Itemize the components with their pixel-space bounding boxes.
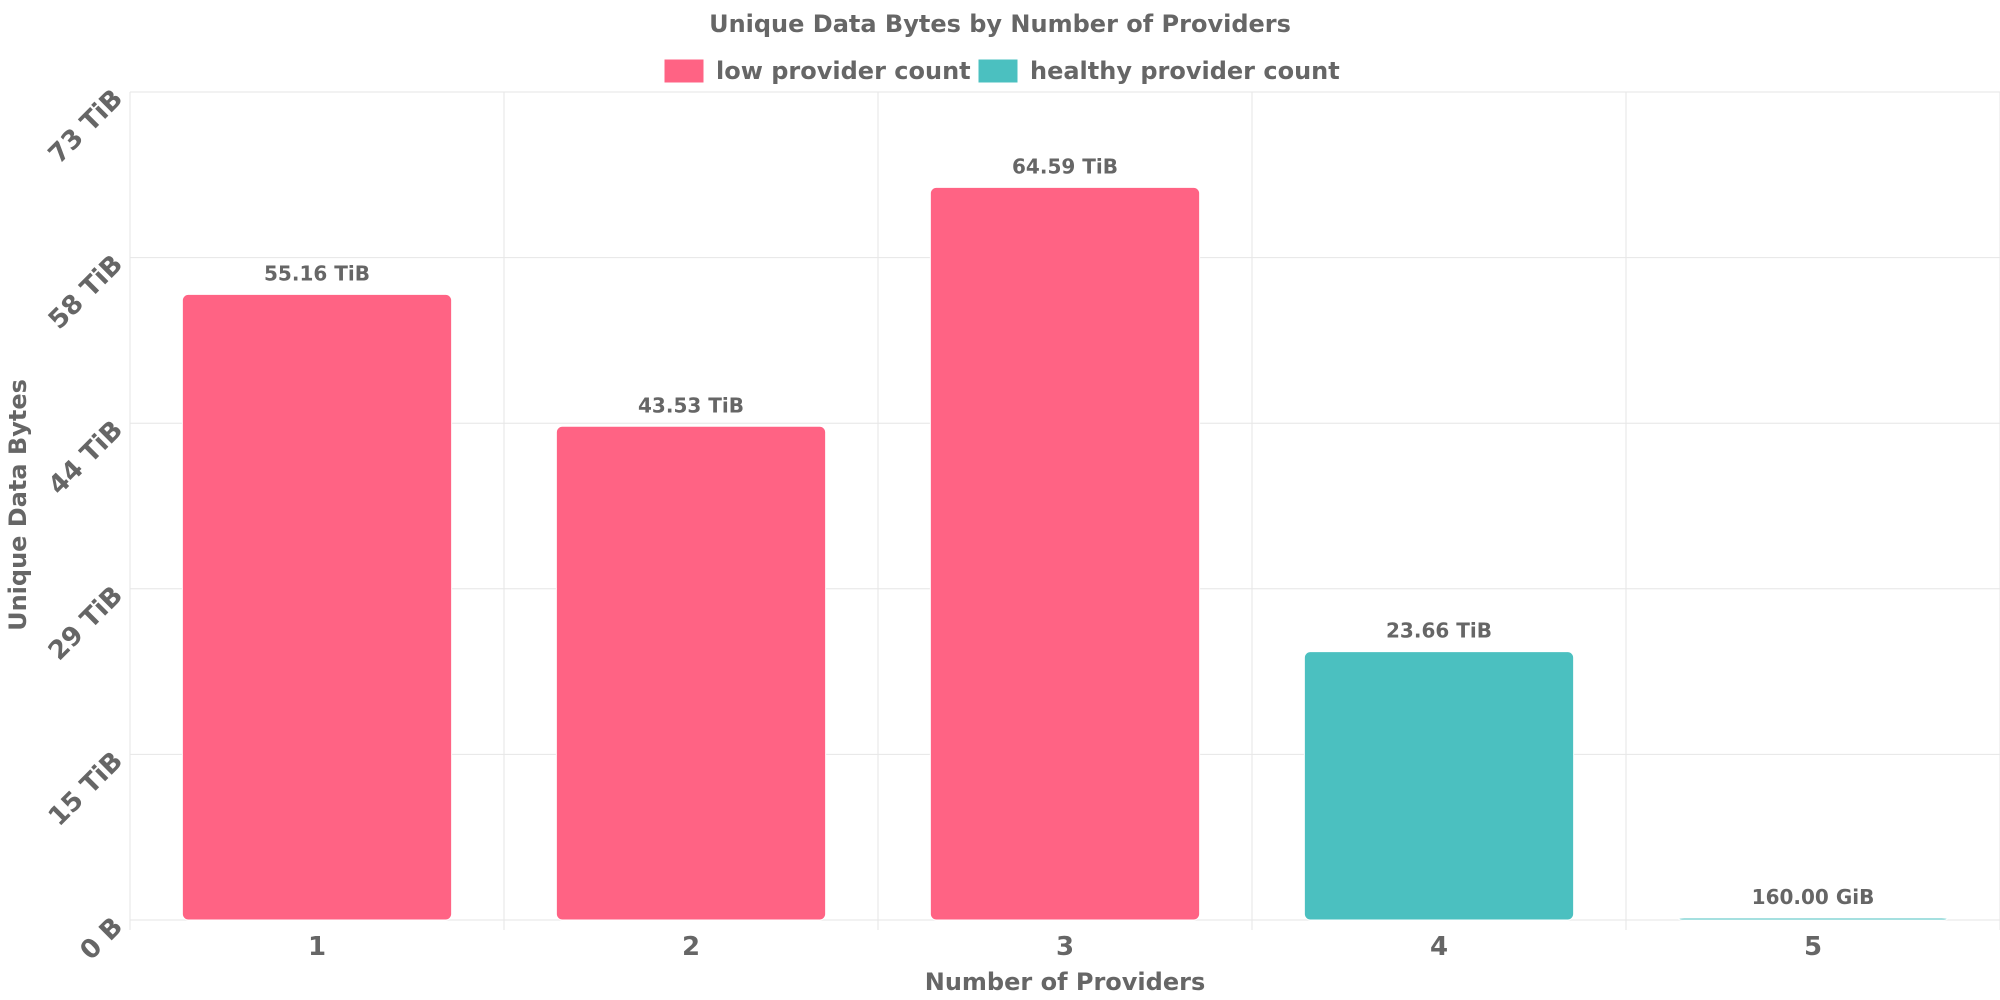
x-axis-title: Number of Providers (925, 968, 1205, 996)
chart-title: Unique Data Bytes by Number of Providers (709, 10, 1291, 38)
bars (181, 186, 1949, 921)
data-label-3: 64.59 TiB (1012, 154, 1118, 178)
x-tick-4: 4 (1430, 932, 1448, 962)
y-tick-label: 15 TiB (43, 746, 129, 832)
x-axis-ticks: 1 2 3 4 5 (308, 932, 1822, 962)
data-labels: 55.16 TiB 43.53 TiB 64.59 TiB 23.66 TiB 160.… (264, 154, 1874, 909)
y-axis-title: Unique Data Bytes (4, 379, 32, 631)
y-tick-label: 44 TiB (43, 415, 129, 501)
y-tick-label: 73 TiB (43, 84, 129, 170)
legend-item-healthy[interactable]: healthy provider count (977, 57, 1340, 85)
legend-swatch-low (663, 58, 705, 84)
y-tick-label: 29 TiB (43, 581, 129, 667)
bar-5[interactable] (1677, 917, 1949, 921)
x-tick-1: 1 (308, 932, 326, 962)
legend-item-low[interactable]: low provider count (663, 57, 971, 85)
y-axis-ticks: 0 B 15 TiB 29 TiB 44 TiB 58 TiB 73 TiB (43, 84, 129, 966)
data-label-5: 160.00 GiB (1752, 885, 1875, 909)
y-tick-label: 0 B (75, 912, 129, 966)
bar-1[interactable] (181, 293, 453, 921)
bar-2[interactable] (555, 425, 827, 921)
legend-label-healthy: healthy provider count (1030, 57, 1340, 85)
bar-3[interactable] (929, 186, 1201, 921)
bar-4[interactable] (1303, 651, 1575, 921)
data-label-1: 55.16 TiB (264, 261, 370, 285)
legend-swatch-healthy (977, 58, 1019, 84)
x-tick-5: 5 (1804, 932, 1822, 962)
legend[interactable]: low provider count healthy provider coun… (663, 57, 1340, 85)
legend-label-low: low provider count (716, 57, 971, 85)
x-tick-2: 2 (682, 932, 700, 962)
y-tick-label: 58 TiB (43, 249, 129, 335)
x-tick-3: 3 (1056, 932, 1074, 962)
data-label-2: 43.53 TiB (638, 393, 744, 417)
data-label-4: 23.66 TiB (1386, 619, 1492, 643)
